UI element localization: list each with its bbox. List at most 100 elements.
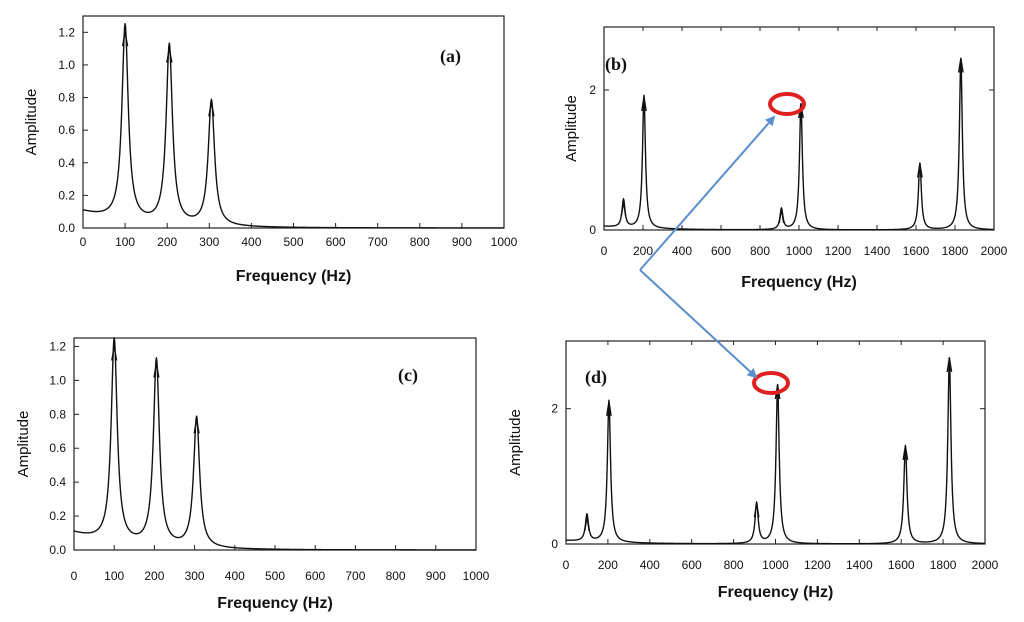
x-tick-label: 1800: [930, 558, 957, 572]
y-tick-label: 0.8: [49, 407, 66, 421]
panel-tag: (d): [585, 367, 607, 388]
x-tick-label: 2000: [972, 558, 999, 572]
x-tick-label: 1400: [846, 558, 873, 572]
y-tick-label: 0: [551, 537, 558, 551]
x-tick-label: 500: [265, 569, 285, 583]
peak-point: [606, 401, 612, 417]
peak-point: [946, 357, 953, 373]
x-tick-label: 1400: [864, 244, 891, 258]
x-tick-label: 400: [241, 235, 261, 249]
series-line: [603, 57, 995, 231]
series-line: [73, 337, 477, 551]
y-tick-label: 2: [551, 402, 558, 416]
x-tick-label: 0: [71, 569, 78, 583]
x-tick-label: 500: [283, 235, 303, 249]
peak-point: [917, 162, 923, 178]
plot-frame: [603, 26, 995, 231]
x-tick-label: 800: [410, 235, 430, 249]
y-tick-label: 1.0: [58, 58, 75, 72]
peak-point: [111, 345, 118, 361]
y-tick-label: 0.6: [49, 441, 66, 455]
x-tick-label: 800: [724, 558, 744, 572]
x-tick-label: 200: [144, 569, 164, 583]
x-tick-label: 400: [640, 558, 660, 572]
x-tick-label: 200: [633, 244, 653, 258]
x-axis-title: Frequency (Hz): [217, 595, 333, 612]
arrow-to-d: [639, 269, 758, 379]
peak-point: [753, 502, 760, 518]
x-tick-label: 600: [682, 558, 702, 572]
panel-tag: (b): [605, 54, 627, 75]
x-tick-label: 800: [386, 569, 406, 583]
y-tick-label: 0.4: [49, 475, 66, 489]
peak-point: [166, 47, 173, 63]
x-tick-label: 1200: [825, 244, 852, 258]
peak-point: [193, 418, 200, 434]
y-tick-label: 0.2: [58, 188, 75, 202]
y-tick-label: 0.2: [49, 509, 66, 523]
x-axis-title: Frequency (Hz): [741, 274, 857, 291]
x-tick-label: 300: [199, 235, 219, 249]
series-line: [565, 357, 986, 545]
peak-point: [957, 57, 964, 73]
y-tick-label: 0.0: [58, 221, 75, 235]
x-tick-label: 900: [452, 235, 472, 249]
x-tick-label: 1000: [762, 558, 789, 572]
peak-point: [208, 101, 215, 117]
y-tick-label: 1.2: [58, 25, 75, 39]
x-tick-label: 1800: [942, 244, 969, 258]
x-tick-label: 400: [672, 244, 692, 258]
x-tick-label: 100: [115, 235, 135, 249]
x-tick-label: 1000: [491, 235, 518, 249]
x-tick-label: 1000: [786, 244, 813, 258]
y-tick-label: 0: [589, 223, 596, 237]
arrow-to-b: [639, 115, 776, 271]
x-tick-label: 700: [345, 569, 365, 583]
y-tick-label: 1.0: [49, 373, 66, 387]
y-tick-label: 0.6: [58, 123, 75, 137]
x-tick-label: 300: [185, 569, 205, 583]
x-tick-label: 100: [104, 569, 124, 583]
x-tick-label: 2000: [981, 244, 1008, 258]
x-tick-label: 1600: [888, 558, 915, 572]
annotations: [639, 92, 806, 395]
y-tick-label: 0.8: [58, 91, 75, 105]
x-tick-label: 200: [157, 235, 177, 249]
panel-tag: (a): [440, 46, 461, 67]
peak-point: [121, 31, 129, 47]
x-tick-label: 0: [80, 235, 87, 249]
peak-point: [778, 208, 785, 224]
panel-tag: (c): [398, 365, 418, 386]
peak-point: [620, 201, 627, 217]
x-tick-label: 600: [305, 569, 325, 583]
x-tick-label: 0: [563, 558, 570, 572]
x-tick-label: 0: [601, 244, 608, 258]
y-tick-label: 2: [589, 83, 596, 97]
peak-point: [153, 362, 160, 378]
x-tick-label: 600: [326, 235, 346, 249]
x-tick-label: 1600: [903, 244, 930, 258]
x-tick-label: 1200: [804, 558, 831, 572]
x-tick-label: 900: [426, 569, 446, 583]
y-axis-title: Amplitude: [507, 409, 524, 476]
chart-d: 0 200 400 600 800 1000 1200 1400 1600 1800 2000 0 2 F…: [507, 340, 999, 601]
y-tick-label: 0.0: [49, 543, 66, 557]
highlight-circle-d: [752, 371, 790, 395]
y-tick-label: 1.2: [49, 339, 66, 353]
x-tick-label: 600: [711, 244, 731, 258]
x-tick-label: 400: [225, 569, 245, 583]
series-line: [82, 22, 505, 229]
peak-point: [902, 445, 909, 460]
y-axis-title: Amplitude: [23, 89, 40, 156]
y-tick-label: 0.4: [58, 156, 75, 170]
peak-point: [641, 96, 647, 112]
chart-c: 0 100 200 300 400 500 600 700 800 900 1000 0.0 0.2 0.…: [15, 337, 490, 612]
peak-point: [584, 516, 590, 532]
peak-point: [798, 103, 804, 119]
x-tick-label: 800: [750, 244, 770, 258]
y-axis-title: Amplitude: [563, 95, 580, 162]
x-tick-label: 1000: [463, 569, 490, 583]
y-axis-title: Amplitude: [15, 411, 32, 478]
x-axis-title: Frequency (Hz): [236, 268, 352, 285]
